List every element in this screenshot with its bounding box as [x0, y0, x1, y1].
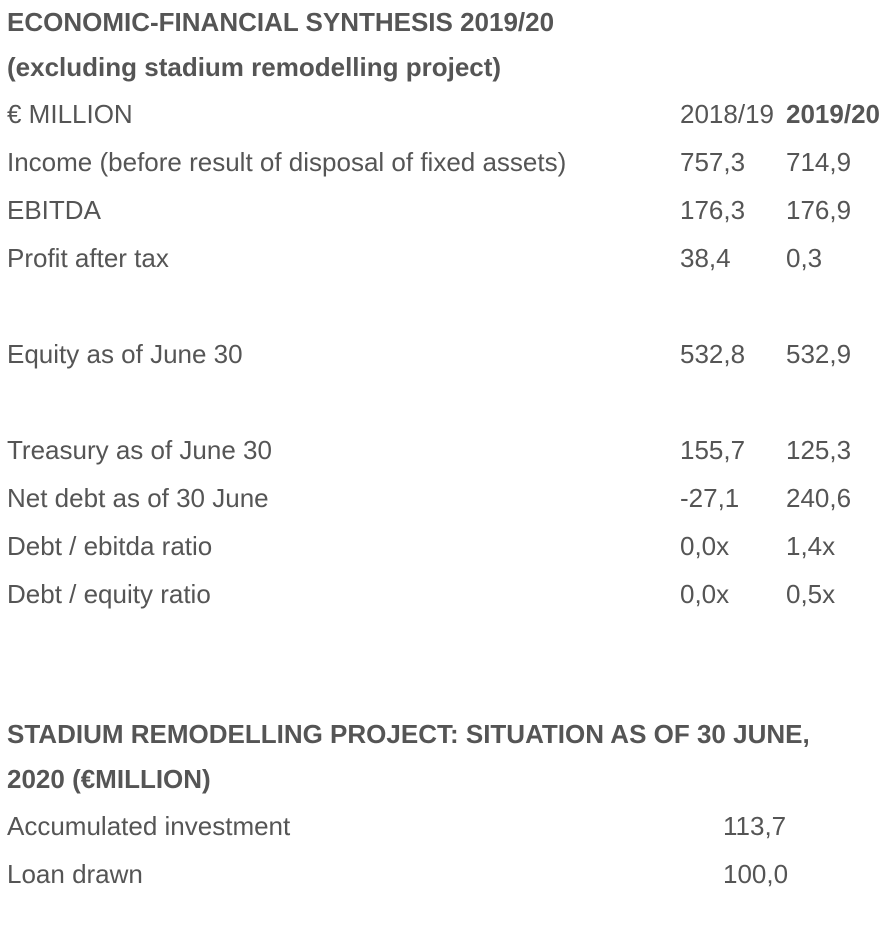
unit-label: € MILLION [7, 99, 133, 129]
row-label-profit-after-tax: Profit after tax [7, 243, 169, 273]
row-value-debt-ebitda-2018: 0,0x [680, 531, 730, 561]
row-value-profit-2019: 0,3 [786, 243, 823, 273]
row-value-ebitda-2019: 176,9 [786, 195, 852, 225]
section2-title-line2: 2020 (€MILLION) [7, 764, 211, 794]
row-label-income: Income (before result of disposal of fix… [7, 147, 567, 177]
column-header-2019-20: 2019/20 [786, 99, 880, 129]
row-label-loan-drawn: Loan drawn [7, 859, 143, 889]
row-label-debt-equity: Debt / equity ratio [7, 579, 211, 609]
row-value-income-2019: 714,9 [786, 147, 852, 177]
row-value-debt-equity-2019: 0,5x [786, 579, 836, 609]
section1-title-line2: (excluding stadium remodelling project) [7, 52, 502, 82]
row-value-equity-2019: 532,9 [786, 339, 852, 369]
row-value-equity-2018: 532,8 [680, 339, 746, 369]
row-value-ebitda-2018: 176,3 [680, 195, 746, 225]
row-value-debt-ebitda-2019: 1,4x [786, 531, 836, 561]
row-value-treasury-2019: 125,3 [786, 435, 852, 465]
row-value-debt-equity-2018: 0,0x [680, 579, 730, 609]
row-value-loan-drawn: 100,0 [723, 859, 789, 889]
section2-title-line1: STADIUM REMODELLING PROJECT: SITUATION A… [7, 719, 810, 749]
row-value-income-2018: 757,3 [680, 147, 746, 177]
row-value-accumulated-investment: 113,7 [723, 811, 787, 841]
column-header-2018-19: 2018/19 [680, 99, 774, 129]
row-label-debt-ebitda: Debt / ebitda ratio [7, 531, 213, 561]
row-label-equity: Equity as of June 30 [7, 339, 243, 369]
row-value-treasury-2018: 155,7 [680, 435, 746, 465]
row-value-net-debt-2018: -27,1 [680, 483, 740, 513]
row-label-net-debt: Net debt as of 30 June [7, 483, 269, 513]
row-value-net-debt-2019: 240,6 [786, 483, 852, 513]
row-label-treasury: Treasury as of June 30 [7, 435, 272, 465]
row-label-ebitda: EBITDA [7, 195, 101, 225]
row-label-accumulated-investment: Accumulated investment [7, 811, 291, 841]
section1-title-line1: ECONOMIC-FINANCIAL SYNTHESIS 2019/20 [7, 7, 555, 37]
row-value-profit-2018: 38,4 [680, 243, 731, 273]
